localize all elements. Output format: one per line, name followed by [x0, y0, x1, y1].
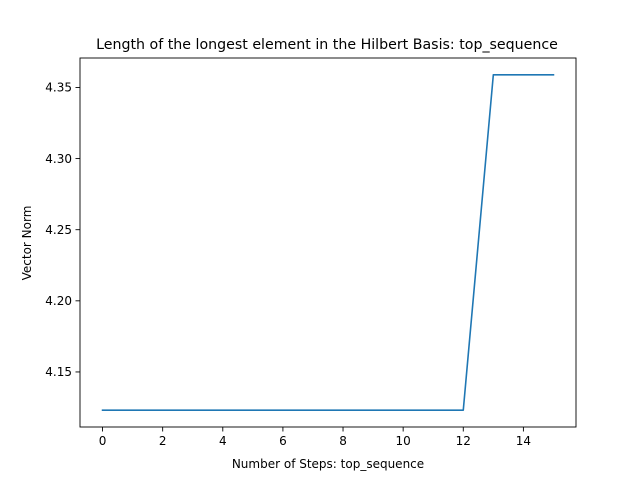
x-tick-label: 4 [219, 434, 227, 448]
x-axis: 0 2 4 6 8 10 12 14 [99, 427, 531, 448]
y-axis-label: Vector Norm [20, 206, 34, 281]
y-tick-label: 4.30 [45, 152, 72, 166]
series-line [101, 73, 555, 412]
x-tick-label: 0 [99, 434, 107, 448]
y-axis: 4.15 4.20 4.25 4.30 4.35 [45, 81, 80, 379]
x-axis-label: Number of Steps: top_sequence [232, 457, 424, 471]
x-tick-label: 12 [456, 434, 471, 448]
x-tick-label: 2 [159, 434, 167, 448]
plot-area [101, 73, 555, 412]
chart-title: Length of the longest element in the Hil… [96, 37, 558, 53]
x-tick-label: 6 [279, 434, 287, 448]
y-tick-label: 4.15 [45, 365, 72, 379]
x-tick-label: 10 [396, 434, 411, 448]
axes-frame [79, 57, 577, 428]
y-tick-label: 4.20 [45, 294, 72, 308]
x-tick-label: 8 [339, 434, 347, 448]
y-tick-label: 4.25 [45, 223, 72, 237]
y-tick-label: 4.35 [45, 81, 72, 95]
x-tick-label: 14 [516, 434, 531, 448]
